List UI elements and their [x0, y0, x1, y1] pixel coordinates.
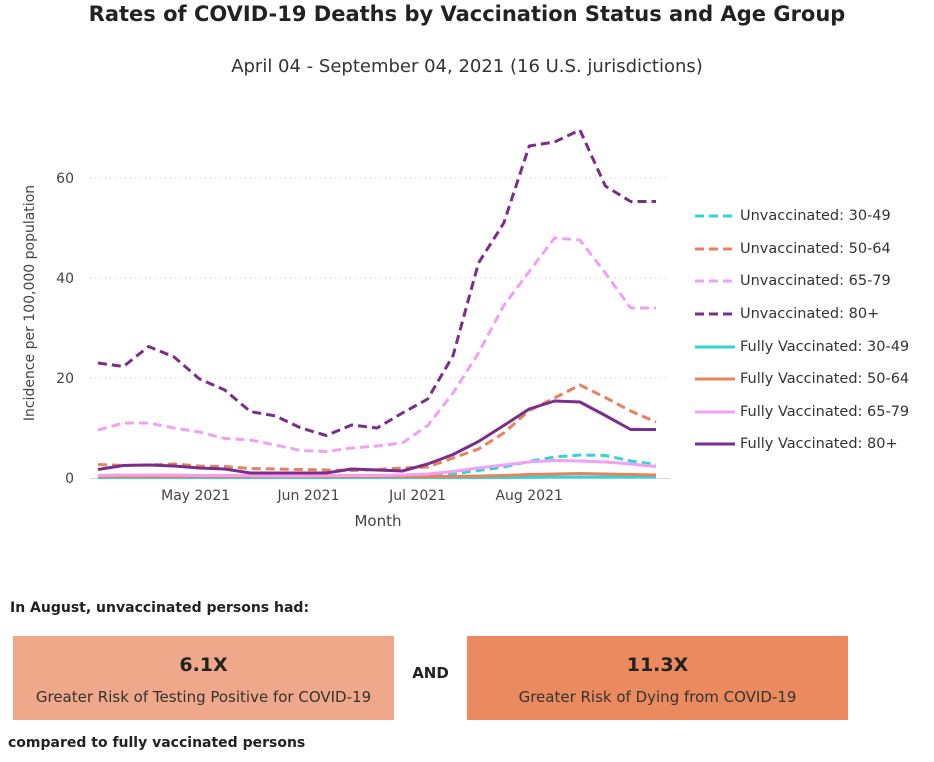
y-tick-label: 20	[56, 371, 74, 387]
series-line	[97, 453, 657, 478]
legend-label: Unvaccinated: 50-64	[740, 240, 891, 257]
series-line	[97, 128, 656, 437]
risk-card-label: Greater Risk of Testing Positive for COV…	[35, 688, 372, 706]
y-tick-label: 60	[56, 171, 74, 187]
legend-item: Fully Vaccinated: 30-49	[694, 330, 909, 363]
legend-swatch	[695, 247, 735, 251]
series-line	[97, 236, 656, 453]
legend-label: Fully Vaccinated: 30-49	[740, 338, 910, 355]
risk-card-testing-positive: 6.1X Greater Risk of Testing Positive fo…	[13, 636, 394, 720]
legend-item: Fully Vaccinated: 80+	[694, 428, 909, 461]
legend-swatch	[695, 279, 735, 283]
series-line	[97, 459, 657, 478]
y-tick-label: 0	[65, 471, 74, 487]
x-tick-label: Jun 2021	[277, 488, 340, 504]
summary-outro: compared to fully vaccinated persons	[8, 735, 306, 751]
legend-item: Unvaccinated: 65-79	[694, 265, 909, 298]
legend-swatch	[695, 410, 735, 414]
legend-item: Fully Vaccinated: 50-64	[694, 363, 909, 396]
legend-swatch	[695, 214, 735, 218]
risk-card-value: 11.3X	[626, 654, 689, 676]
legend-swatch	[695, 442, 735, 446]
chart-subtitle: April 04 - September 04, 2021 (16 U.S. j…	[231, 56, 703, 77]
legend-label: Fully Vaccinated: 80+	[740, 436, 898, 453]
legend-label: Unvaccinated: 30-49	[740, 208, 891, 225]
legend-swatch	[695, 312, 735, 316]
legend-label: Unvaccinated: 80+	[740, 306, 880, 323]
and-connector: AND	[412, 664, 449, 682]
risk-card-label: Greater Risk of Dying from COVID-19	[518, 688, 797, 706]
x-tick-label: May 2021	[161, 488, 230, 504]
chart-title: Rates of COVID-19 Deaths by Vaccination …	[88, 2, 846, 26]
risk-card-value: 6.1X	[179, 654, 228, 676]
chart-legend: Unvaccinated: 30-49 Unvaccinated: 50-64 Un…	[694, 200, 909, 461]
legend-item: Unvaccinated: 50-64	[694, 233, 909, 266]
series-line	[97, 399, 656, 475]
x-axis-title: Month	[354, 512, 401, 530]
legend-swatch	[695, 345, 735, 349]
summary-intro: In August, unvaccinated persons had:	[10, 600, 310, 616]
x-tick-label: Jul 2021	[388, 488, 446, 504]
y-tick-label: 40	[56, 271, 74, 287]
legend-label: Fully Vaccinated: 65-79	[740, 403, 910, 420]
risk-card-dying: 11.3X Greater Risk of Dying from COVID-1…	[467, 636, 848, 720]
y-axis-title: Incidence per 100,000 population	[22, 185, 38, 421]
legend-swatch	[695, 377, 735, 381]
line-chart: 0 20 40 60 May 2021 Jun 2021 Jul 2021 Aug 2021 M…	[22, 128, 670, 530]
legend-item: Unvaccinated: 30-49	[694, 200, 909, 233]
legend-item: Fully Vaccinated: 65-79	[694, 396, 909, 429]
x-tick-label: Aug 2021	[495, 488, 562, 504]
legend-item: Unvaccinated: 80+	[694, 298, 909, 331]
legend-label: Fully Vaccinated: 50-64	[740, 371, 910, 388]
legend-label: Unvaccinated: 65-79	[740, 273, 891, 290]
